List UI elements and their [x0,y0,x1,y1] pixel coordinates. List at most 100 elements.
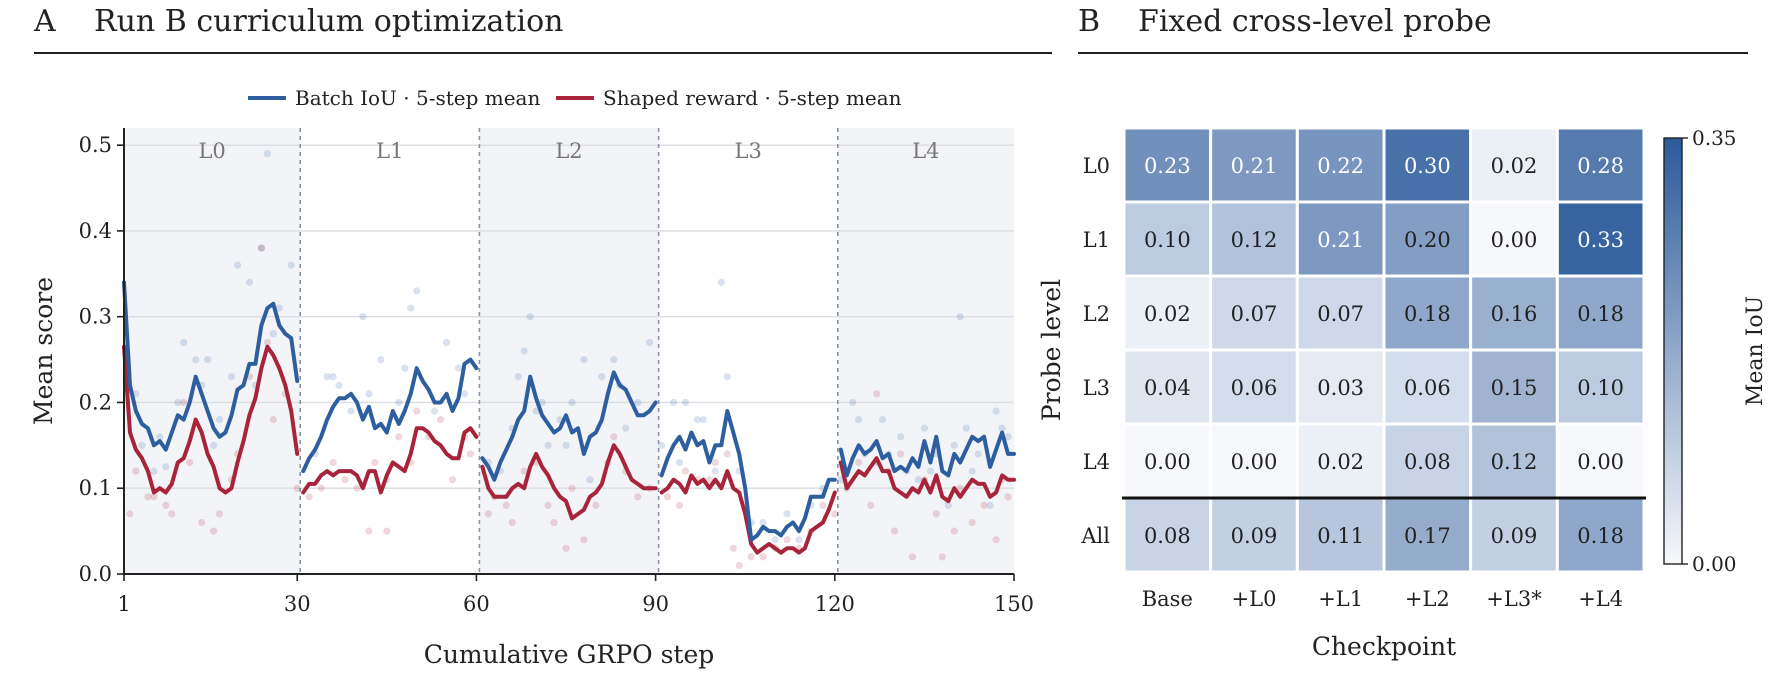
cell-value: 0.00 [1491,228,1538,252]
iou-point [431,407,439,415]
reward-point [502,501,510,509]
cell-value: 0.09 [1491,524,1538,548]
iou-point [263,150,271,158]
reward-point [568,484,576,492]
iou-point [675,458,684,467]
reward-point [890,527,899,535]
iou-point [956,313,964,321]
reward-point [550,518,558,527]
reward-point [705,476,713,484]
reward-point [126,510,134,518]
reward-point [329,458,337,467]
x-tick-label: +L1 [1318,587,1363,611]
iou-point [998,424,1006,432]
iou-point [1004,433,1012,441]
iou-point [150,467,158,475]
reward-point [371,458,379,467]
reward-point [317,484,325,492]
y-tick-label: All [1080,524,1110,548]
reward-point [896,450,905,458]
reward-point [484,510,492,518]
reward-point [257,244,265,252]
iou-point [849,398,857,407]
cell-value: 0.02 [1317,450,1364,474]
iou-point [950,441,958,449]
y-tick-label: 0.1 [79,476,112,500]
reward-point [610,433,618,441]
cell-value: 0.07 [1231,302,1278,326]
reward-point [209,527,218,535]
y-tick-label: L2 [1083,302,1110,326]
reward-point [448,476,457,484]
reward-point [150,493,158,501]
iou-point [359,313,367,321]
iou-point [669,398,678,407]
cell-value: 0.00 [1144,450,1191,474]
heatmap-cell [1555,200,1646,278]
reward-point [508,518,516,527]
x-tick-label: 90 [642,592,669,616]
iou-point [681,398,690,407]
cell-value: 0.21 [1317,228,1364,252]
iou-point [920,424,929,432]
reward-point [711,458,719,467]
x-tick-label: 150 [994,592,1034,616]
reward-point [365,527,373,535]
reward-point [353,484,361,492]
reward-point [168,510,176,518]
reward-point [293,484,301,492]
reward-point [634,493,642,501]
iou-point [586,476,594,484]
iou-point [717,278,725,286]
iou-point [598,373,606,381]
panel-b-title: Fixed cross-level probe [1138,4,1492,39]
cell-value: 0.30 [1404,154,1451,178]
heatmap-cell [1555,126,1646,204]
cell-value: 0.02 [1144,302,1191,326]
cell-value: 0.11 [1317,524,1364,548]
heatmap-cell [1382,422,1473,500]
colorbar-min-label: 0.00 [1692,552,1737,576]
iou-point [568,398,576,407]
heatmap-cell [1469,200,1559,278]
iou-point [401,364,409,372]
cell-value: 0.22 [1317,154,1364,178]
reward-point [956,484,964,492]
iou-line [122,280,300,452]
reward-point [723,450,731,458]
stage-label: L1 [376,139,403,163]
reward-point [867,501,875,509]
iou-point [329,373,337,381]
panel-a-title: Run B curriculum optimization [94,4,564,39]
iou-point [245,278,254,286]
iou-point [269,330,277,338]
cell-value: 0.06 [1404,376,1451,400]
reward-point [186,458,194,467]
reward-point [144,493,152,501]
panel-a-letter: A [34,4,56,39]
cell-value: 0.09 [1231,524,1278,548]
heatmap-cell [1209,422,1299,500]
reward-point [162,501,170,509]
reward-point [992,536,1000,544]
iou-point [520,347,528,355]
heatmap-cell [1122,422,1213,500]
y-axis-label: Mean score [29,277,58,425]
iou-point [544,441,552,449]
iou-point [365,390,373,398]
iou-point [855,416,863,424]
iou-point [657,441,666,449]
x-tick-label: 1 [117,592,130,616]
x-tick-label: 120 [815,592,855,616]
iou-point [914,476,923,484]
iou-point [227,373,236,381]
iou-point [209,441,218,449]
iou-point [454,364,463,372]
x-axis-label: Cumulative GRPO step [424,640,715,669]
x-tick-label: 30 [284,592,311,616]
iou-point [783,510,791,518]
cell-value: 0.08 [1144,524,1191,548]
reward-point [562,544,570,552]
